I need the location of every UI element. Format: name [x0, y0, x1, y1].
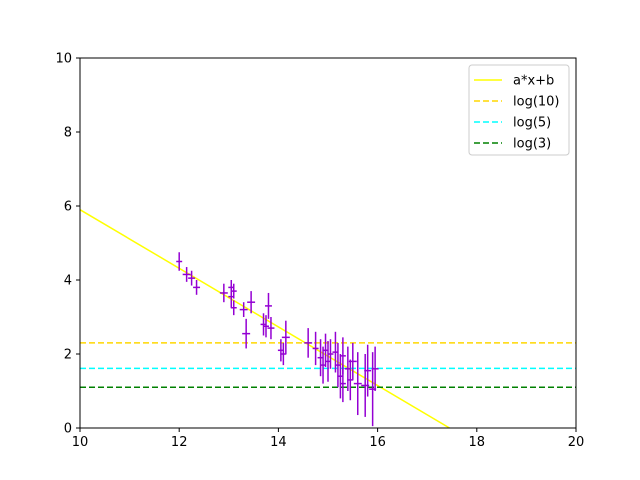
errorbar-point [242, 318, 251, 349]
y-tick-label: 10 [55, 52, 72, 67]
x-tick-label: 18 [469, 435, 486, 450]
errorbar-point [327, 339, 334, 369]
errorbar-point [339, 365, 346, 403]
plot-marks [80, 209, 576, 428]
x-tick-label: 20 [568, 435, 585, 450]
legend-label: log(3) [513, 137, 551, 152]
errorbar-point [219, 283, 228, 303]
errorbar-point [247, 291, 256, 314]
legend-box [468, 64, 570, 156]
errorbar-point [304, 328, 313, 358]
y-tick-label: 4 [64, 274, 72, 289]
x-tick-label: 10 [72, 435, 89, 450]
errorbar-point [193, 280, 201, 295]
errorbar-point [353, 352, 362, 416]
errorbar-point [267, 317, 275, 340]
errorbar-point [176, 252, 183, 271]
y-tick-label: 0 [64, 422, 72, 437]
x-axis-ticks: 10 12 14 16 18 20 [72, 428, 585, 450]
legend: a*x+b log(10) log(5) log(3) [468, 64, 570, 156]
y-tick-label: 2 [64, 348, 72, 363]
errorbar-point [239, 302, 248, 317]
legend-label: a*x+b [513, 74, 554, 89]
errorbar-point [230, 283, 237, 299]
y-axis-ticks: 0 2 4 6 8 10 [55, 52, 80, 437]
axes-frame [79, 57, 577, 429]
errorbar-point [263, 315, 269, 338]
errorbar-point [230, 300, 237, 316]
y-tick-label: 6 [64, 200, 72, 215]
errorbar-point [364, 344, 372, 397]
errorbar-point [312, 331, 319, 366]
errorbar-point [265, 292, 272, 319]
series-line-0 [80, 209, 450, 428]
x-tick-label: 14 [270, 435, 287, 450]
legend-label: log(10) [513, 95, 560, 110]
errorbar-point [188, 270, 196, 286]
errorbar-point [182, 267, 191, 282]
x-tick-label: 12 [171, 435, 188, 450]
errorbar-point [348, 342, 357, 380]
errorbar-point [371, 346, 379, 391]
x-tick-label: 16 [369, 435, 386, 450]
legend-label: log(5) [513, 116, 551, 131]
errorbar-point [281, 320, 290, 354]
y-tick-label: 8 [64, 126, 72, 141]
